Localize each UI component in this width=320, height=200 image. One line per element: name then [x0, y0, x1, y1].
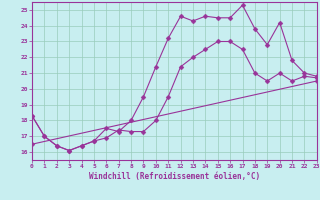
X-axis label: Windchill (Refroidissement éolien,°C): Windchill (Refroidissement éolien,°C) — [89, 172, 260, 181]
